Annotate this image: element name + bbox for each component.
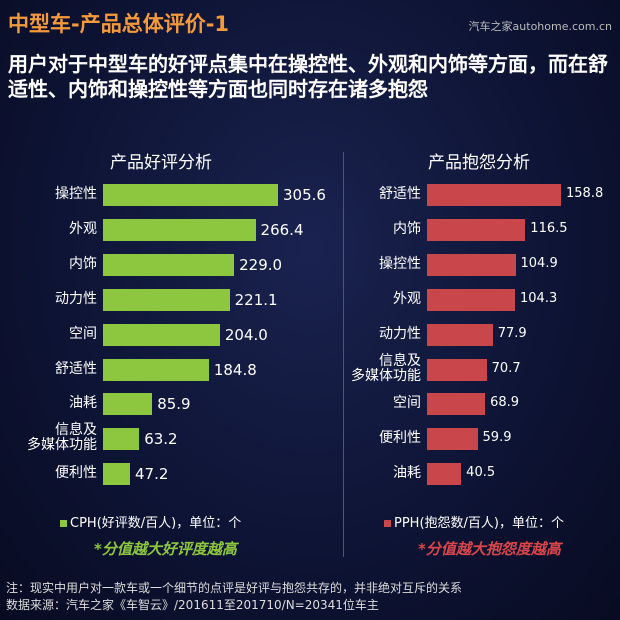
value-label: 63.2 (144, 430, 178, 449)
footnote: 注：现实中用户对一款车或一个细节的点评是好评与抱怨共存的，并非绝对互斥的关系 (6, 581, 463, 595)
category-label: 油耗 (393, 465, 421, 482)
value-label: 229.0 (239, 255, 283, 274)
bar (427, 428, 478, 451)
bar (103, 358, 209, 381)
bar (427, 463, 462, 486)
right-note: *分值越大抱怨度越高 (418, 540, 561, 558)
category-label: 空间 (69, 325, 97, 342)
left-legend-text: CPH(好评数/百人)，单位：个 (70, 516, 242, 531)
bar (427, 358, 487, 381)
category-label: 信息及 多媒体功能 (27, 422, 97, 454)
value-label: 77.9 (497, 325, 527, 341)
right-legend-text: PPH(抱怨数/百人)，单位：个 (394, 516, 564, 531)
bar (427, 253, 516, 276)
value-label: 70.7 (491, 360, 521, 376)
bar (427, 323, 493, 346)
category-label: 外观 (69, 220, 97, 237)
right-legend: PPH(抱怨数/百人)，单位：个 (384, 512, 564, 531)
value-label: 104.9 (520, 255, 558, 271)
category-label: 外观 (393, 290, 421, 307)
category-label: 操控性 (55, 186, 97, 202)
bar (427, 184, 561, 206)
source: 数据来源：汽车之家《车智云》/201611至201710/N=20341位车主 (6, 598, 379, 612)
left-legend: CPH(好评数/百人)，单位：个 (60, 512, 241, 531)
bar (427, 393, 486, 416)
value-label: 158.8 (566, 186, 604, 201)
value-label: 68.9 (490, 395, 520, 411)
value-label: 40.5 (466, 465, 496, 481)
category-label: 操控性 (379, 255, 421, 272)
left-note: *分值越大好评度越高 (94, 540, 237, 558)
category-label: 便利性 (55, 465, 97, 482)
subtitle: 用户对于中型车的好评点集中在操控性、外观和内饰等方面，而在舒适性、内饰和操控性等… (8, 52, 608, 101)
value-label: 104.3 (520, 290, 558, 306)
watermark: 汽车之家autohome.com.cn (468, 20, 612, 33)
bar (103, 184, 278, 206)
right-chart-title: 产品抱怨分析 (428, 153, 530, 173)
value-label: 204.0 (224, 325, 268, 344)
left-chart-title: 产品好评分析 (110, 153, 212, 173)
bar (427, 288, 515, 311)
category-label: 舒适性 (55, 360, 97, 377)
divider (343, 152, 344, 557)
legend-swatch (60, 520, 67, 527)
bar (103, 218, 256, 241)
category-label: 油耗 (69, 395, 97, 412)
value-label: 184.8 (213, 360, 257, 379)
category-label: 动力性 (379, 325, 421, 342)
value-label: 116.5 (530, 220, 568, 236)
value-label: 305.6 (283, 186, 326, 204)
category-label: 动力性 (55, 290, 97, 307)
category-label: 内饰 (393, 220, 421, 237)
category-label: 空间 (393, 395, 421, 412)
bar (427, 218, 526, 241)
bar (103, 463, 131, 486)
value-label: 221.1 (234, 290, 278, 309)
value-label: 85.9 (157, 395, 191, 414)
bar (103, 393, 153, 416)
bar (103, 288, 230, 311)
page-title: 中型车-产品总体评价-1 (8, 12, 230, 36)
bar (103, 428, 140, 451)
value-label: 59.9 (482, 430, 512, 446)
category-label: 舒适性 (379, 186, 421, 202)
category-label: 信息及 多媒体功能 (351, 352, 421, 384)
bar (103, 253, 235, 276)
bar (103, 323, 220, 346)
value-label: 47.2 (135, 465, 169, 484)
value-label: 266.4 (260, 220, 304, 239)
category-label: 内饰 (69, 255, 97, 272)
category-label: 便利性 (379, 430, 421, 447)
legend-swatch (384, 520, 391, 527)
